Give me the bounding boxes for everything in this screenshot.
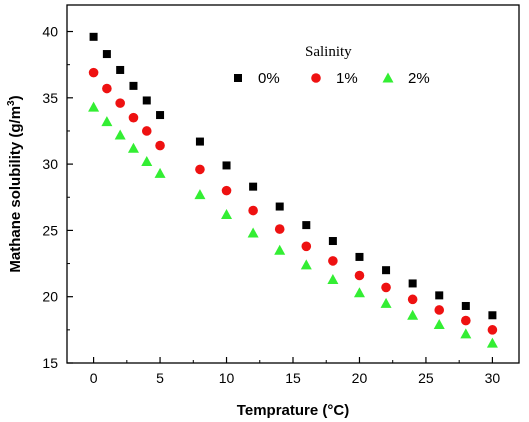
data-point-circle <box>128 112 139 123</box>
y-axis-label: Mathane solubility (g/m3) <box>6 95 24 272</box>
data-point-square <box>222 161 231 170</box>
data-point-triangle <box>353 287 365 298</box>
data-point-square <box>328 237 337 246</box>
data-point-square <box>488 311 497 320</box>
y-tick-label: 25 <box>42 222 58 238</box>
data-point-square <box>461 301 470 310</box>
y-axis-label-superscript: 3 <box>6 100 17 106</box>
axis-tick-labels: 0 5 10 15 20 25 30 15 20 25 30 35 40 <box>42 24 500 386</box>
x-tick-label: 20 <box>352 370 368 386</box>
data-point-circle <box>274 224 285 234</box>
data-point-triangle <box>327 273 339 284</box>
data-point-circle <box>155 140 165 151</box>
x-tick-label: 5 <box>156 370 164 386</box>
y-tick-label: 35 <box>42 90 58 106</box>
data-point-circle <box>354 270 365 281</box>
data-point-square <box>275 202 284 211</box>
data-point-square <box>408 279 417 288</box>
data-point-circle <box>248 205 258 216</box>
data-point-triangle <box>88 101 100 112</box>
data-point-triangle <box>300 259 312 270</box>
data-point-circle <box>195 164 205 175</box>
x-tick-label: 30 <box>485 370 501 386</box>
y-tick-label: 15 <box>42 355 58 371</box>
data-point-triangle <box>154 167 166 178</box>
data-point-circle <box>102 83 112 94</box>
data-point-circle <box>328 256 338 266</box>
data-point-square <box>382 266 391 275</box>
y-tick-label: 20 <box>42 289 58 305</box>
legend-marker-square <box>234 74 242 82</box>
data-point-circle <box>461 315 471 326</box>
data-point-square <box>156 111 165 120</box>
x-tick-label: 10 <box>219 370 235 386</box>
legend-marker-triangle <box>382 72 394 83</box>
axis-ticks <box>67 30 494 364</box>
data-point-square <box>355 252 364 261</box>
data-point-triangle <box>274 244 286 255</box>
x-tick-label: 15 <box>285 370 301 386</box>
data-point-triangle <box>127 142 139 153</box>
x-axis-label: Temprature (°C) <box>237 402 349 419</box>
data-point-square <box>102 50 111 59</box>
data-point-circle <box>301 241 312 252</box>
data-point-circle <box>407 294 418 305</box>
data-point-triangle <box>407 309 419 320</box>
y-axis-label-main: Mathane solubility (g/m <box>7 106 24 273</box>
legend-label: 2% <box>408 70 430 87</box>
data-point-triangle <box>221 208 233 219</box>
data-point-triangle <box>101 116 113 127</box>
data-point-triangle <box>114 129 126 140</box>
legend: Salinity 0% 1% 2% <box>234 44 430 87</box>
y-axis-label-suffix: ) <box>7 95 24 100</box>
legend-title: Salinity <box>305 44 352 60</box>
data-points <box>88 32 498 348</box>
y-tick-label: 30 <box>42 156 58 172</box>
data-point-circle <box>381 282 391 293</box>
data-point-square <box>302 221 311 230</box>
data-point-square <box>249 182 258 191</box>
data-point-triangle <box>433 319 445 330</box>
data-point-circle <box>487 325 498 335</box>
data-point-circle <box>88 67 99 78</box>
data-point-square <box>435 291 444 300</box>
data-point-circle <box>434 305 445 315</box>
data-point-circle <box>221 185 232 196</box>
legend-label: 0% <box>258 70 280 87</box>
x-tick-label: 25 <box>418 370 434 386</box>
data-point-triangle <box>380 297 392 308</box>
data-point-square <box>89 32 98 41</box>
plot-frame <box>66 4 520 364</box>
legend-label: 1% <box>336 70 358 87</box>
data-point-square <box>116 65 125 74</box>
data-point-triangle <box>194 189 206 200</box>
data-point-circle <box>141 126 152 136</box>
data-point-circle <box>115 98 125 108</box>
data-point-triangle <box>141 155 153 166</box>
data-point-triangle <box>460 328 472 339</box>
x-tick-label: 0 <box>90 370 98 386</box>
legend-marker-circle <box>311 73 321 83</box>
data-point-square <box>195 137 204 146</box>
data-point-triangle <box>486 337 498 348</box>
data-point-triangle <box>247 227 259 238</box>
data-point-square <box>142 96 151 105</box>
data-point-square <box>129 81 138 90</box>
y-tick-label: 40 <box>42 24 58 40</box>
